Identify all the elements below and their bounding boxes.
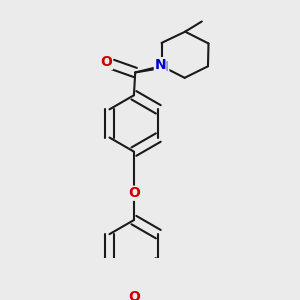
Text: O: O [128, 186, 140, 200]
Text: O: O [128, 290, 140, 300]
Text: N: N [154, 58, 166, 72]
Text: N: N [157, 60, 169, 74]
Text: O: O [100, 55, 112, 69]
